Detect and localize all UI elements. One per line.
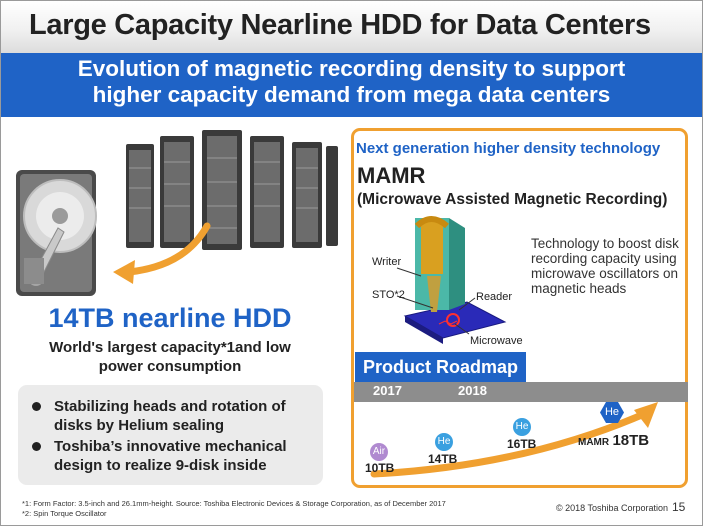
capacity-description: World's largest capacity*1and low power … <box>20 338 320 376</box>
page-number: 15 <box>672 500 686 514</box>
slide-title: Large Capacity Nearline HDD for Data Cen… <box>29 9 651 41</box>
bullet-icon <box>32 442 41 451</box>
copyright: © 2018 Toshiba Corporation <box>556 503 669 513</box>
feature-line: Stabilizing heads and rotation of <box>54 398 286 415</box>
subtitle-band: Evolution of magnetic recording density … <box>1 53 702 117</box>
year-label: 2017 <box>373 383 402 398</box>
helium-badge: He <box>435 433 453 451</box>
capacity-label: 16TB <box>507 437 537 451</box>
year-bar <box>354 382 688 402</box>
mamr-capacity: 18TB <box>612 432 650 449</box>
feature-item: Toshiba’s innovative mechanical design t… <box>32 437 322 475</box>
capacity-desc-line-2: power consumption <box>98 358 242 375</box>
hdd-image <box>16 170 97 296</box>
subtitle-line-2: higher capacity demand from mega data ce… <box>92 82 611 107</box>
arrow-icon <box>113 222 211 284</box>
diagram-label-microwave: Microwave <box>470 335 523 347</box>
capacity-title: 14TB nearline HDD <box>48 303 292 333</box>
air-badge: Air <box>370 443 388 461</box>
feature-line: disks by Helium sealing <box>54 417 225 434</box>
diagram-label-reader: Reader <box>476 291 513 303</box>
subtitle-line-1: Evolution of magnetic recording density … <box>77 56 626 81</box>
year-label: 2018 <box>458 383 487 398</box>
tech-name: MAMR <box>357 163 426 188</box>
mamr-diagram <box>396 216 507 344</box>
capacity-desc-line-1: World's largest capacity*1and low <box>49 339 291 356</box>
capacity-label: 10TB <box>365 461 395 475</box>
growth-arrow-icon <box>370 402 658 478</box>
features-box: Stabilizing heads and rotation of disks … <box>18 385 323 485</box>
capacity-label: 14TB <box>428 452 458 466</box>
helium-badge: He <box>513 418 531 436</box>
server-racks-image <box>126 130 338 250</box>
tech-full-name: (Microwave Assisted Magnetic Recording) <box>357 191 668 208</box>
diagram-label-sto: STO*2 <box>372 289 405 301</box>
title-bar: Large Capacity Nearline HDD for Data Cen… <box>1 1 702 53</box>
helium-badge: He <box>600 402 624 423</box>
tech-description: Technology to boost disk recording capac… <box>531 236 679 296</box>
footnote-2: *2: Spin Torque Oscillator <box>22 509 107 518</box>
feature-item: Stabilizing heads and rotation of disks … <box>32 397 322 435</box>
capacity-label-mamr: MAMR 18TB <box>578 432 649 449</box>
feature-line: design to realize 9-disk inside <box>54 457 267 474</box>
bullet-icon <box>32 402 41 411</box>
footnote-1: *1: Form Factor: 3.5-inch and 26.1mm-hei… <box>22 499 446 508</box>
feature-line: Toshiba’s innovative mechanical <box>54 438 287 455</box>
panel-heading: Next generation higher density technolog… <box>356 140 661 157</box>
slide-subtitle: Evolution of magnetic recording density … <box>1 56 702 108</box>
diagram-label-writer: Writer <box>372 256 402 268</box>
mamr-prefix: MAMR <box>578 437 610 448</box>
roadmap-title: Product Roadmap <box>355 352 526 382</box>
